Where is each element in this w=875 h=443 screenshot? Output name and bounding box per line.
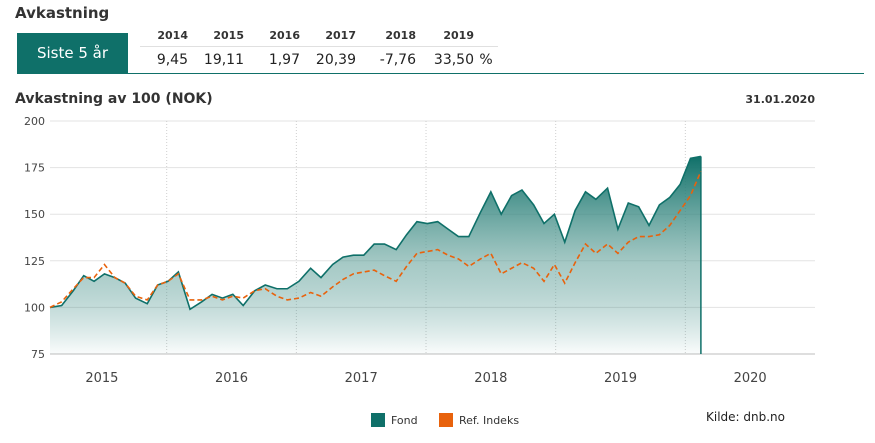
year-2014: 2014: [140, 24, 188, 47]
return-2016: 1,97: [268, 51, 300, 68]
year-2019: 2019: [416, 24, 474, 47]
source-credit: Kilde: dnb.no: [706, 410, 785, 424]
returns-table: 2014 2015 2016 2017 2018 2019 9,45 19,11…: [140, 24, 498, 72]
y-tick-label: 75: [31, 348, 45, 361]
y-tick-label: 175: [24, 162, 45, 175]
legend-fond-label[interactable]: Fond: [391, 414, 418, 427]
y-tick-label: 200: [24, 115, 45, 128]
return-2015: 19,11: [203, 51, 244, 68]
chart-date: 31.01.2020: [745, 93, 815, 106]
year-2016: 2016: [244, 24, 300, 47]
y-tick-label: 125: [24, 255, 45, 268]
header-divider: [17, 73, 864, 74]
returns-values-row: 9,45 19,11 1,97 20,39 -7,76 33,50 %: [140, 47, 498, 73]
x-tick-label: 2019: [604, 371, 637, 386]
return-2018: -7,76: [379, 51, 416, 68]
y-tick-label: 150: [24, 208, 45, 221]
year-2015: 2015: [188, 24, 244, 47]
percent-unit: %: [479, 51, 493, 68]
returns-years-row: 2014 2015 2016 2017 2018 2019: [140, 24, 498, 47]
series-fond-area: [50, 156, 701, 354]
return-2014: 9,45: [156, 51, 188, 68]
chart-legend: Fond Ref. Indeks: [371, 413, 519, 427]
legend-ref-label[interactable]: Ref. Indeks: [459, 414, 519, 427]
return-2019: 33,50: [433, 51, 474, 68]
x-tick-label: 2015: [85, 371, 118, 386]
page-title: Avkastning: [15, 4, 110, 22]
chart-title: Avkastning av 100 (NOK): [15, 91, 213, 107]
legend-fond-swatch[interactable]: [371, 413, 385, 427]
x-tick-label: 2017: [345, 371, 378, 386]
return-2017: 20,39: [315, 51, 356, 68]
year-2018: 2018: [356, 24, 416, 47]
series-fond-line: [49, 155, 702, 311]
x-tick-label: 2018: [474, 371, 507, 386]
y-tick-label: 100: [24, 301, 45, 314]
legend-ref-swatch[interactable]: [439, 413, 453, 427]
x-tick-label: 2016: [215, 371, 248, 386]
series-ref-indeks-line: [49, 171, 702, 309]
x-tick-label: 2020: [734, 371, 767, 386]
year-2017: 2017: [300, 24, 356, 47]
tab-last-5-years[interactable]: Siste 5 år: [17, 33, 128, 73]
